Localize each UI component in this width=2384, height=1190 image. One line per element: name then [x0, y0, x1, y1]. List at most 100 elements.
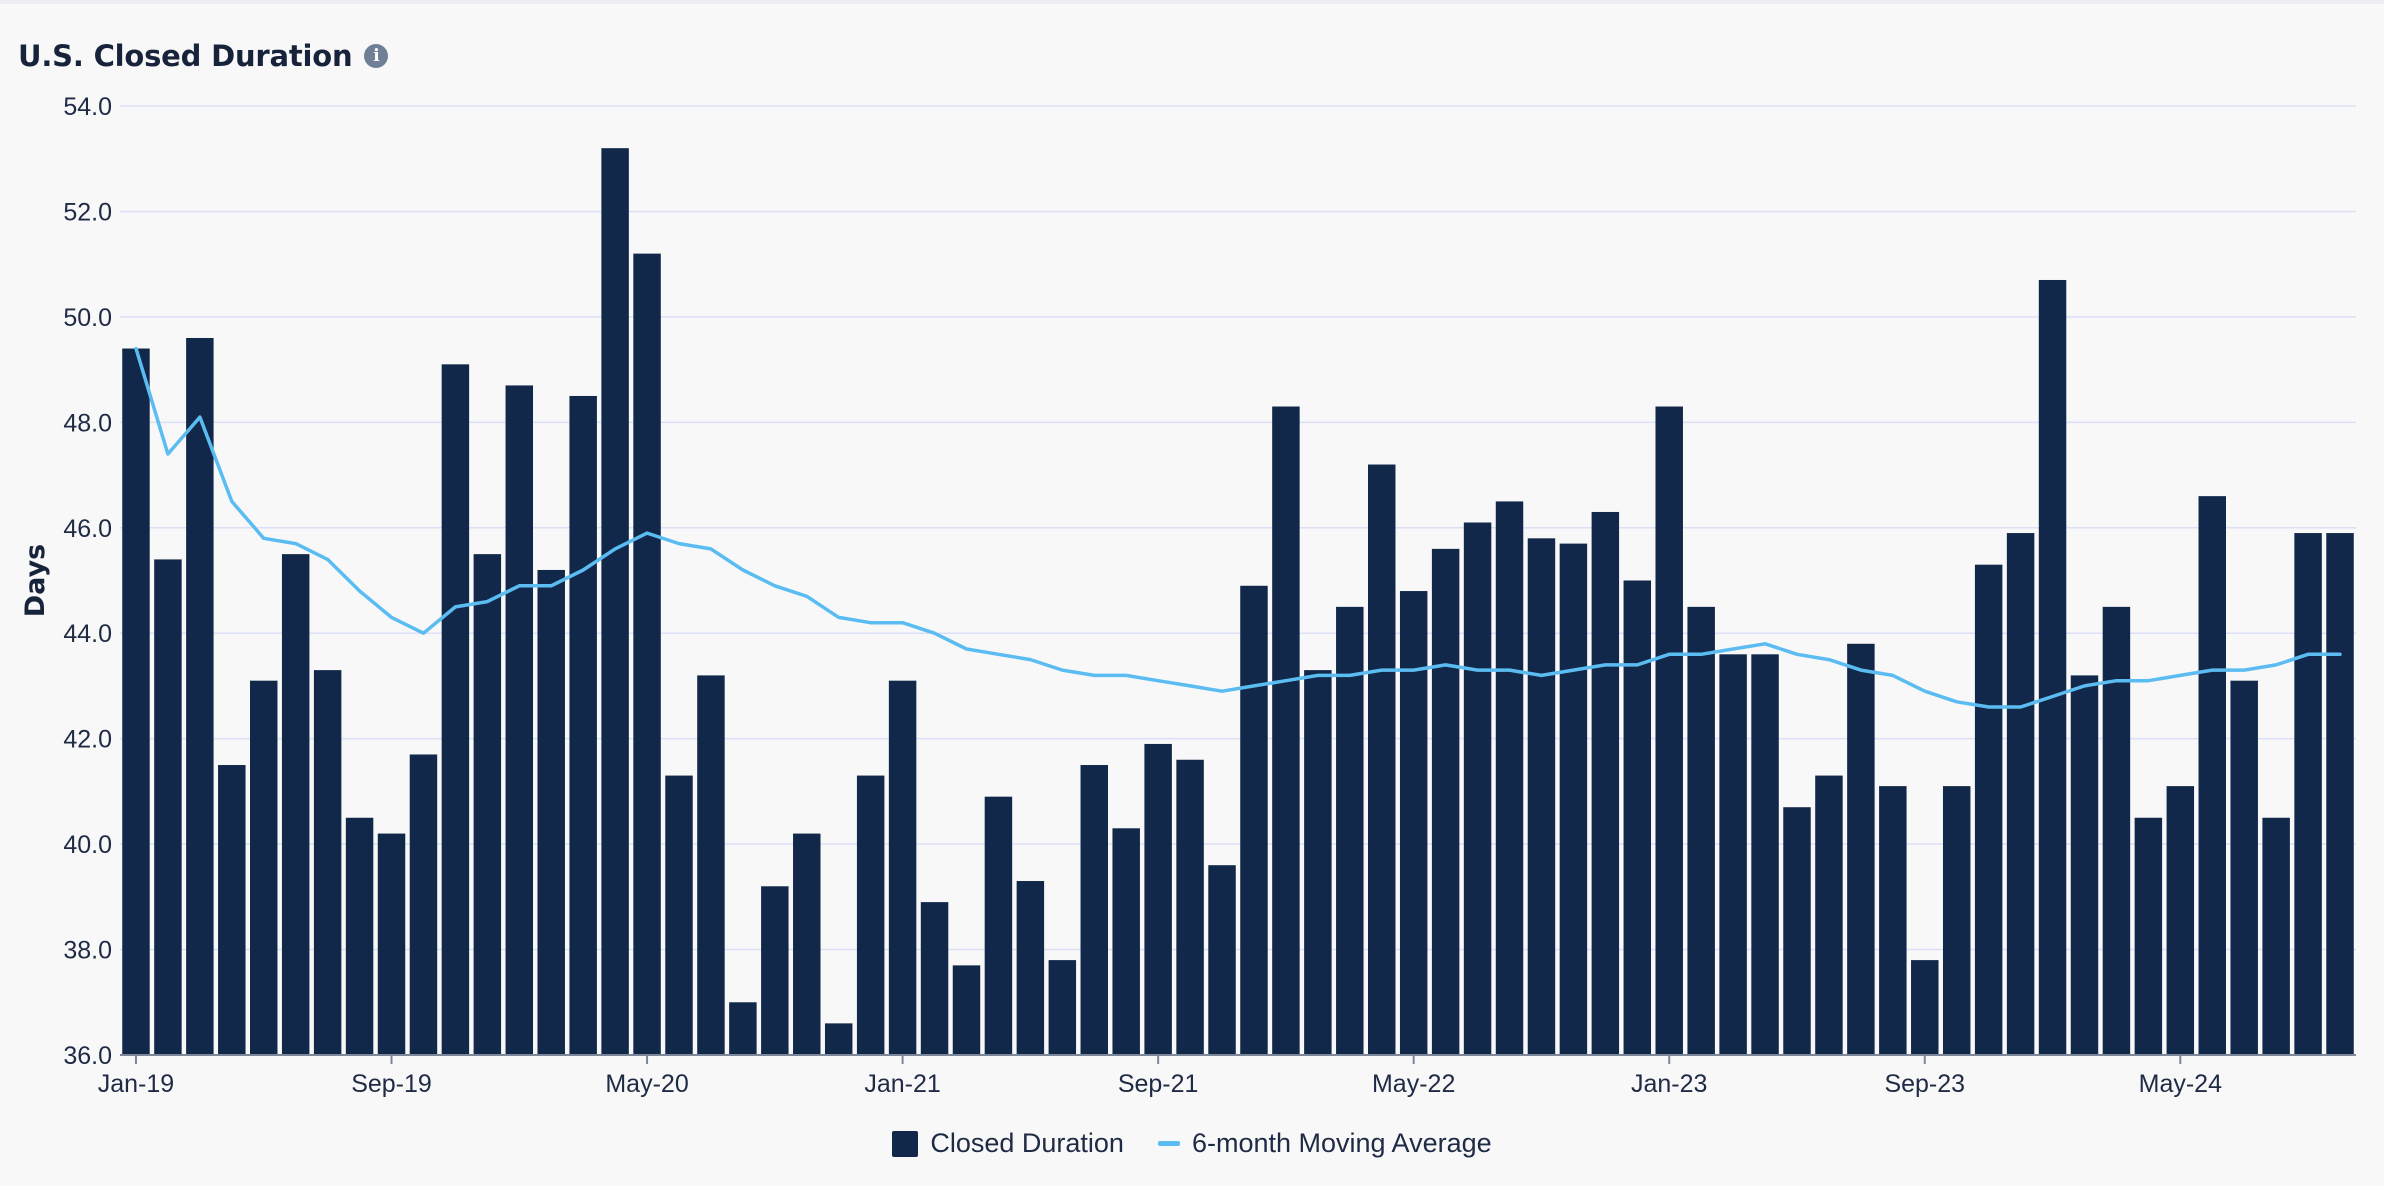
bar — [1272, 406, 1300, 1055]
bar — [1463, 522, 1492, 1055]
bar — [1942, 786, 1971, 1055]
bar — [1112, 828, 1140, 1055]
bar — [920, 902, 949, 1055]
y-tick-label: 54.0 — [63, 93, 112, 121]
bar — [377, 833, 406, 1055]
bar — [888, 680, 917, 1055]
x-tick-label: Jan-21 — [864, 1070, 940, 1098]
bar — [409, 754, 438, 1055]
bar — [537, 569, 565, 1055]
bar — [1815, 775, 1843, 1055]
y-tick-label: 50.0 — [63, 304, 112, 332]
bar — [697, 675, 725, 1055]
x-tick-label: Jan-23 — [1631, 1070, 1707, 1098]
bar — [473, 554, 502, 1055]
bar — [1974, 564, 2003, 1055]
bar — [1368, 464, 1396, 1055]
bar-chart: 36.0 38.0 40.0 42.0 44.0 46.0 48.0 50.0 52.0 54.0… — [20, 93, 2356, 1098]
bar — [793, 833, 821, 1055]
chart-legend: Closed Duration 6-month Moving Average — [0, 1128, 2384, 1159]
bar — [856, 775, 885, 1055]
bar — [2294, 533, 2322, 1055]
bar — [1559, 543, 1588, 1055]
bar — [1847, 643, 1875, 1055]
bar — [1016, 881, 1045, 1055]
x-tick-label: Sep-21 — [1118, 1070, 1199, 1098]
bar — [2262, 817, 2290, 1055]
y-tick-label: 48.0 — [63, 409, 112, 437]
bar — [313, 670, 342, 1055]
legend-label: 6-month Moving Average — [1191, 1128, 1492, 1158]
bar — [1208, 865, 1236, 1055]
y-tick-label: 36.0 — [63, 1042, 112, 1070]
info-icon[interactable]: i — [364, 44, 389, 68]
bar — [1431, 548, 1460, 1055]
bar — [1751, 654, 1779, 1055]
bar — [1495, 501, 1524, 1056]
bar — [1655, 406, 1683, 1055]
bar — [569, 395, 597, 1055]
legend-item-closed-duration[interactable]: Closed Duration — [892, 1128, 1124, 1159]
bar — [2230, 680, 2258, 1055]
bar — [1240, 585, 1268, 1055]
bar — [601, 148, 629, 1055]
bar — [2038, 279, 2067, 1055]
chart-title: U.S. Closed Duration — [18, 39, 353, 73]
bar — [250, 680, 278, 1055]
y-tick-label: 52.0 — [63, 198, 112, 226]
bar — [1719, 654, 1747, 1055]
x-tick-label: May-20 — [605, 1070, 688, 1098]
bar — [218, 765, 246, 1055]
y-tick-label: 42.0 — [63, 726, 112, 754]
bar — [952, 965, 981, 1055]
bar — [1527, 538, 1556, 1055]
legend-swatch-line — [1157, 1141, 1180, 1146]
y-tick-label: 44.0 — [63, 620, 112, 648]
bar — [186, 337, 214, 1055]
bar — [1591, 511, 1620, 1055]
bar — [1048, 960, 1077, 1055]
bar — [281, 554, 310, 1055]
legend-label: Closed Duration — [930, 1128, 1124, 1158]
bar — [729, 1002, 757, 1055]
bar — [1144, 743, 1172, 1055]
y-tick-label: 40.0 — [63, 831, 112, 859]
bar — [1911, 960, 1939, 1055]
legend-item-moving-average[interactable]: 6-month Moving Average — [1157, 1128, 1492, 1159]
x-tick-label: Sep-23 — [1884, 1070, 1965, 1098]
legend-swatch-bar — [892, 1130, 919, 1157]
x-tick-label: Sep-19 — [351, 1070, 432, 1098]
bar — [345, 817, 374, 1055]
x-tick-label: May-24 — [2139, 1070, 2222, 1098]
bar — [2166, 786, 2195, 1055]
y-axis-title: Days — [20, 544, 51, 617]
bar — [441, 364, 470, 1056]
chart-header: U.S. Closed Duration i — [18, 34, 389, 78]
x-tick-label: May-22 — [1372, 1070, 1455, 1098]
bar — [1304, 670, 1332, 1055]
x-tick-label: Jan-19 — [98, 1070, 174, 1098]
bar — [2070, 675, 2099, 1055]
moving-average-line — [134, 346, 2342, 709]
bar — [1879, 786, 1907, 1055]
bar — [761, 886, 789, 1055]
bar — [1336, 606, 1364, 1055]
bar — [1176, 759, 1204, 1055]
y-tick-label: 46.0 — [63, 515, 112, 543]
bar — [665, 775, 693, 1055]
y-tick-label: 38.0 — [63, 937, 112, 965]
bar — [1399, 591, 1428, 1055]
bar — [2198, 496, 2226, 1056]
bar — [1080, 765, 1108, 1055]
bar — [154, 559, 182, 1055]
bar — [2102, 606, 2131, 1055]
bar — [2006, 533, 2035, 1055]
bar — [1623, 580, 1652, 1055]
bar — [1687, 606, 1715, 1055]
bar — [2326, 533, 2354, 1055]
bar — [824, 1023, 853, 1055]
bar — [2134, 817, 2163, 1055]
bar — [505, 385, 534, 1056]
bar — [122, 348, 150, 1055]
